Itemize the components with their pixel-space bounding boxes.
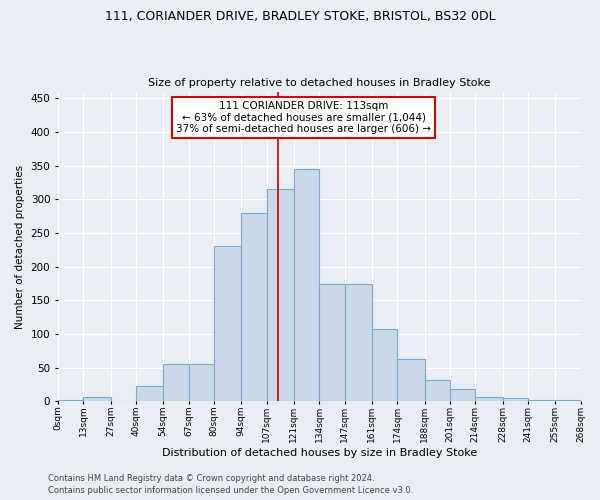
Bar bbox=[344, 284, 372, 402]
Bar bbox=[450, 390, 475, 402]
Bar bbox=[241, 213, 266, 402]
Bar bbox=[528, 400, 555, 402]
Y-axis label: Number of detached properties: Number of detached properties bbox=[15, 164, 25, 328]
Bar bbox=[397, 359, 425, 402]
Bar bbox=[163, 364, 188, 402]
Bar bbox=[83, 398, 110, 402]
Bar bbox=[266, 189, 294, 402]
Bar bbox=[294, 169, 319, 402]
Bar bbox=[372, 328, 397, 402]
Text: 111, CORIANDER DRIVE, BRADLEY STOKE, BRISTOL, BS32 0DL: 111, CORIANDER DRIVE, BRADLEY STOKE, BRI… bbox=[104, 10, 496, 23]
Bar bbox=[425, 380, 450, 402]
Bar bbox=[136, 386, 163, 402]
Bar bbox=[214, 246, 241, 402]
Text: 111 CORIANDER DRIVE: 113sqm
← 63% of detached houses are smaller (1,044)
37% of : 111 CORIANDER DRIVE: 113sqm ← 63% of det… bbox=[176, 101, 431, 134]
Bar bbox=[319, 284, 344, 402]
X-axis label: Distribution of detached houses by size in Bradley Stoke: Distribution of detached houses by size … bbox=[161, 448, 477, 458]
Bar bbox=[58, 400, 83, 402]
Bar bbox=[503, 398, 528, 402]
Text: Contains HM Land Registry data © Crown copyright and database right 2024.
Contai: Contains HM Land Registry data © Crown c… bbox=[48, 474, 413, 495]
Bar bbox=[555, 400, 581, 402]
Title: Size of property relative to detached houses in Bradley Stoke: Size of property relative to detached ho… bbox=[148, 78, 490, 88]
Bar bbox=[475, 398, 503, 402]
Bar bbox=[188, 364, 214, 402]
